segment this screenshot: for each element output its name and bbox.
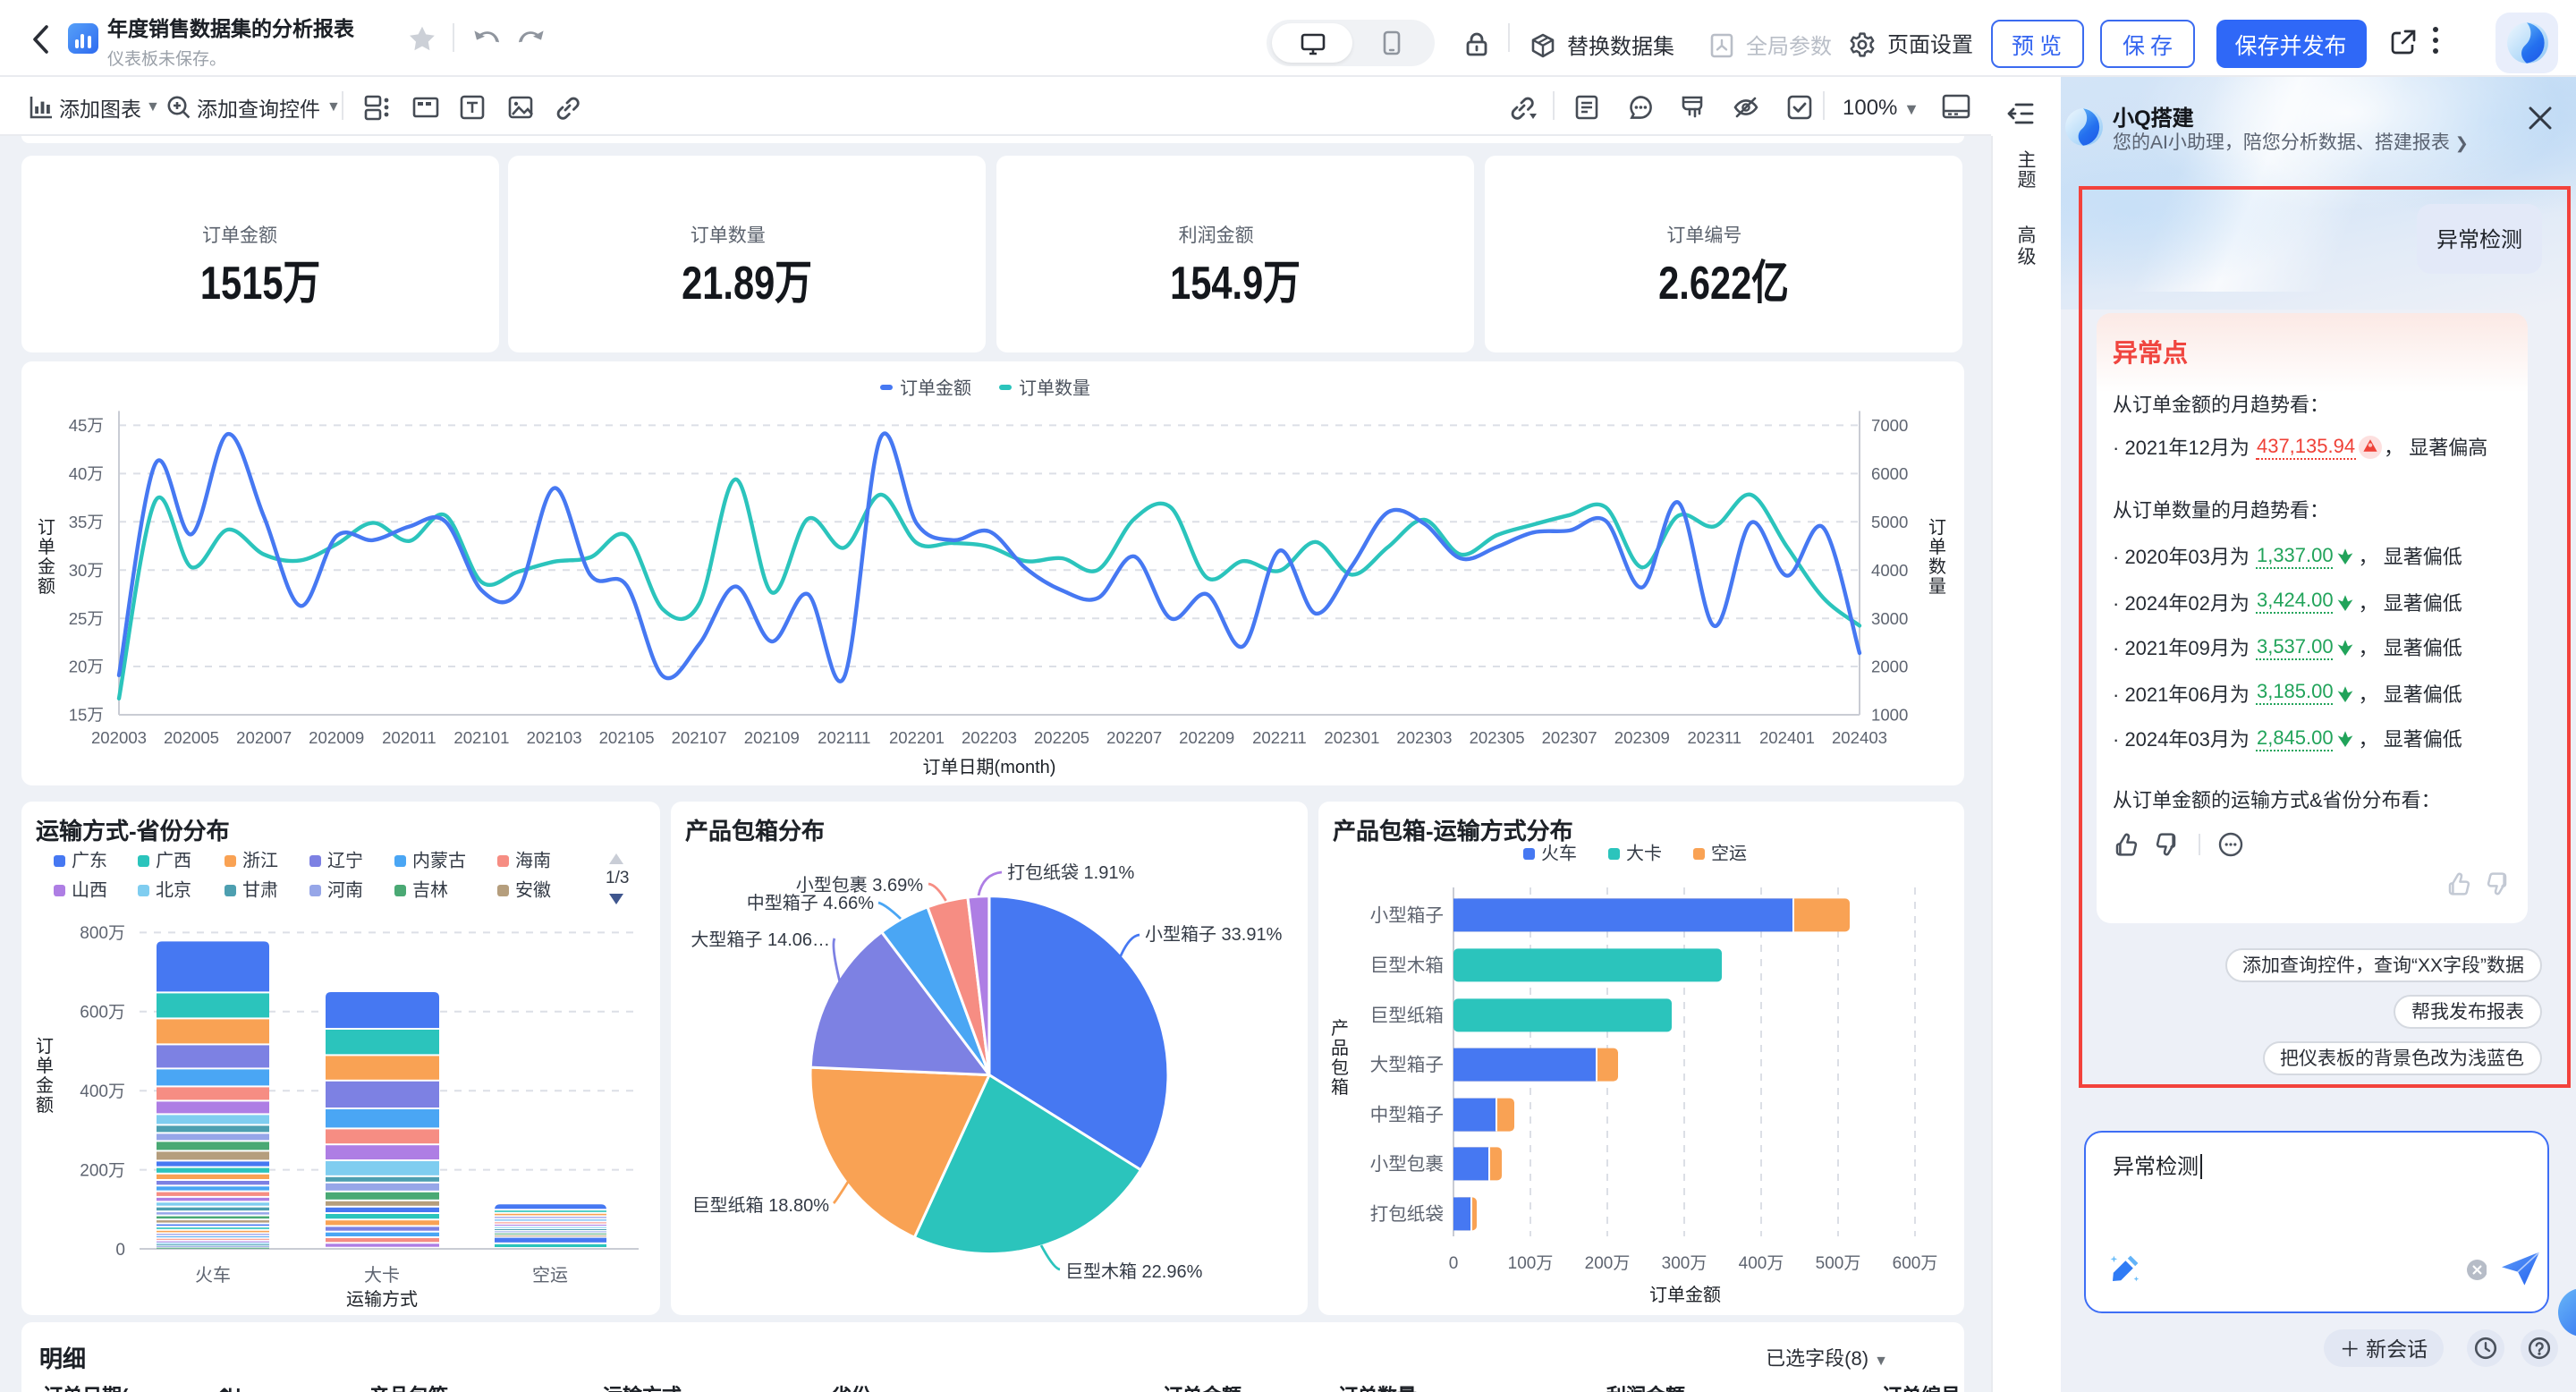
svg-text:订单金额: 订单金额 [899, 378, 970, 398]
svg-text:202207: 202207 [1106, 728, 1161, 747]
svg-text:202303: 202303 [1395, 728, 1451, 747]
svg-text:202107: 202107 [671, 728, 726, 747]
svg-text:海南: 海南 [514, 850, 550, 870]
svg-text:202301: 202301 [1323, 728, 1378, 747]
svg-text:202105: 202105 [598, 728, 654, 747]
svg-text:202403: 202403 [1831, 728, 1886, 747]
svg-text:45万: 45万 [68, 416, 103, 435]
svg-text:广东: 广东 [71, 850, 106, 870]
svg-text:大型箱子: 大型箱子 [1369, 1054, 1443, 1074]
svg-text:1/3: 1/3 [605, 868, 628, 887]
svg-text:202201: 202201 [888, 728, 944, 747]
svg-text:25万: 25万 [68, 609, 103, 628]
svg-text:202101: 202101 [453, 728, 508, 747]
svg-text:空运: 空运 [1710, 843, 1746, 863]
svg-text:400万: 400万 [79, 1082, 124, 1100]
svg-text:200万: 200万 [1584, 1253, 1630, 1272]
svg-text:15万: 15万 [68, 706, 103, 725]
svg-text:30万: 30万 [68, 561, 103, 580]
svg-text:山西: 山西 [71, 879, 106, 900]
svg-text:辽宁: 辽宁 [326, 850, 362, 870]
svg-text:河南: 河南 [326, 879, 362, 900]
svg-text:202211: 202211 [1251, 728, 1306, 747]
svg-text:北京: 北京 [155, 879, 191, 900]
svg-text:202401: 202401 [1758, 728, 1814, 747]
svg-text:202309: 202309 [1614, 728, 1669, 747]
svg-text:火车: 火车 [1540, 843, 1576, 863]
svg-text:2000: 2000 [1870, 658, 1907, 676]
svg-text:大卡: 大卡 [1625, 843, 1661, 863]
svg-text:订单日期(month): 订单日期(month) [922, 757, 1055, 777]
svg-text:202111: 202111 [817, 728, 869, 747]
svg-text:小型包裹: 小型包裹 [1369, 1153, 1443, 1174]
svg-text:202109: 202109 [743, 728, 799, 747]
svg-text:202003: 202003 [90, 728, 146, 747]
svg-text:100万: 100万 [1507, 1253, 1553, 1272]
svg-text:600万: 600万 [1892, 1253, 1937, 1272]
svg-text:40万: 40万 [68, 464, 103, 483]
svg-text:火车: 火车 [194, 1264, 230, 1285]
svg-text:20万: 20万 [68, 658, 103, 676]
svg-text:202305: 202305 [1469, 728, 1524, 747]
svg-text:5000: 5000 [1870, 513, 1907, 531]
svg-text:安徽: 安徽 [514, 879, 550, 900]
svg-text:小型包裹 3.69%: 小型包裹 3.69% [795, 874, 922, 895]
svg-text:202209: 202209 [1178, 728, 1233, 747]
svg-text:35万: 35万 [68, 513, 103, 531]
svg-text:订单数量: 订单数量 [1928, 517, 1945, 597]
svg-text:巨型木箱: 巨型木箱 [1369, 955, 1443, 975]
svg-text:订单金额: 订单金额 [35, 1035, 53, 1115]
svg-text:202009: 202009 [308, 728, 363, 747]
svg-text:甘肃: 甘肃 [242, 879, 277, 900]
svg-text:7000: 7000 [1870, 416, 1907, 435]
svg-text:巨型纸箱 18.80%: 巨型纸箱 18.80% [691, 1194, 829, 1215]
svg-text:巨型木箱 22.96%: 巨型木箱 22.96% [1064, 1260, 1202, 1281]
svg-text:3000: 3000 [1870, 609, 1907, 628]
svg-text:200万: 200万 [79, 1160, 124, 1179]
svg-text:202007: 202007 [235, 728, 291, 747]
svg-text:202011: 202011 [381, 728, 436, 747]
svg-text:运输方式: 运输方式 [345, 1288, 417, 1309]
svg-text:400万: 400万 [1738, 1253, 1784, 1272]
svg-text:202311: 202311 [1686, 728, 1741, 747]
svg-text:产品包箱: 产品包箱 [1330, 1017, 1348, 1097]
svg-text:吉林: 吉林 [411, 879, 447, 900]
svg-text:小型箱子 33.91%: 小型箱子 33.91% [1144, 923, 1282, 944]
svg-text:打包纸袋 1.91%: 打包纸袋 1.91% [1006, 862, 1133, 882]
svg-text:300万: 300万 [1661, 1253, 1707, 1272]
svg-text:中型箱子 4.66%: 中型箱子 4.66% [746, 892, 873, 912]
svg-text:500万: 500万 [1815, 1253, 1860, 1272]
svg-text:0: 0 [114, 1240, 124, 1259]
svg-text:订单金额: 订单金额 [37, 517, 55, 597]
svg-text:广西: 广西 [155, 850, 191, 870]
svg-text:巨型纸箱: 巨型纸箱 [1369, 1005, 1443, 1025]
svg-text:0: 0 [1448, 1253, 1458, 1272]
svg-text:大卡: 大卡 [363, 1264, 399, 1285]
svg-text:202307: 202307 [1541, 728, 1597, 747]
svg-text:600万: 600万 [79, 1003, 124, 1022]
svg-text:202203: 202203 [961, 728, 1016, 747]
svg-text:202005: 202005 [163, 728, 218, 747]
svg-text:6000: 6000 [1870, 464, 1907, 483]
svg-text:浙江: 浙江 [242, 850, 277, 870]
svg-text:大型箱子 14.06…: 大型箱子 14.06… [690, 929, 829, 949]
svg-text:空运: 空运 [531, 1264, 567, 1285]
svg-text:内蒙古: 内蒙古 [411, 850, 465, 870]
svg-text:1000: 1000 [1870, 706, 1907, 725]
svg-text:小型箱子: 小型箱子 [1369, 904, 1443, 925]
svg-text:订单金额: 订单金额 [1648, 1284, 1720, 1304]
svg-text:4000: 4000 [1870, 561, 1907, 580]
svg-text:202205: 202205 [1033, 728, 1089, 747]
svg-text:打包纸袋: 打包纸袋 [1369, 1203, 1443, 1224]
svg-text:中型箱子: 中型箱子 [1369, 1104, 1443, 1125]
svg-text:800万: 800万 [79, 923, 124, 942]
svg-text:订单数量: 订单数量 [1018, 378, 1089, 398]
svg-text:202103: 202103 [526, 728, 581, 747]
